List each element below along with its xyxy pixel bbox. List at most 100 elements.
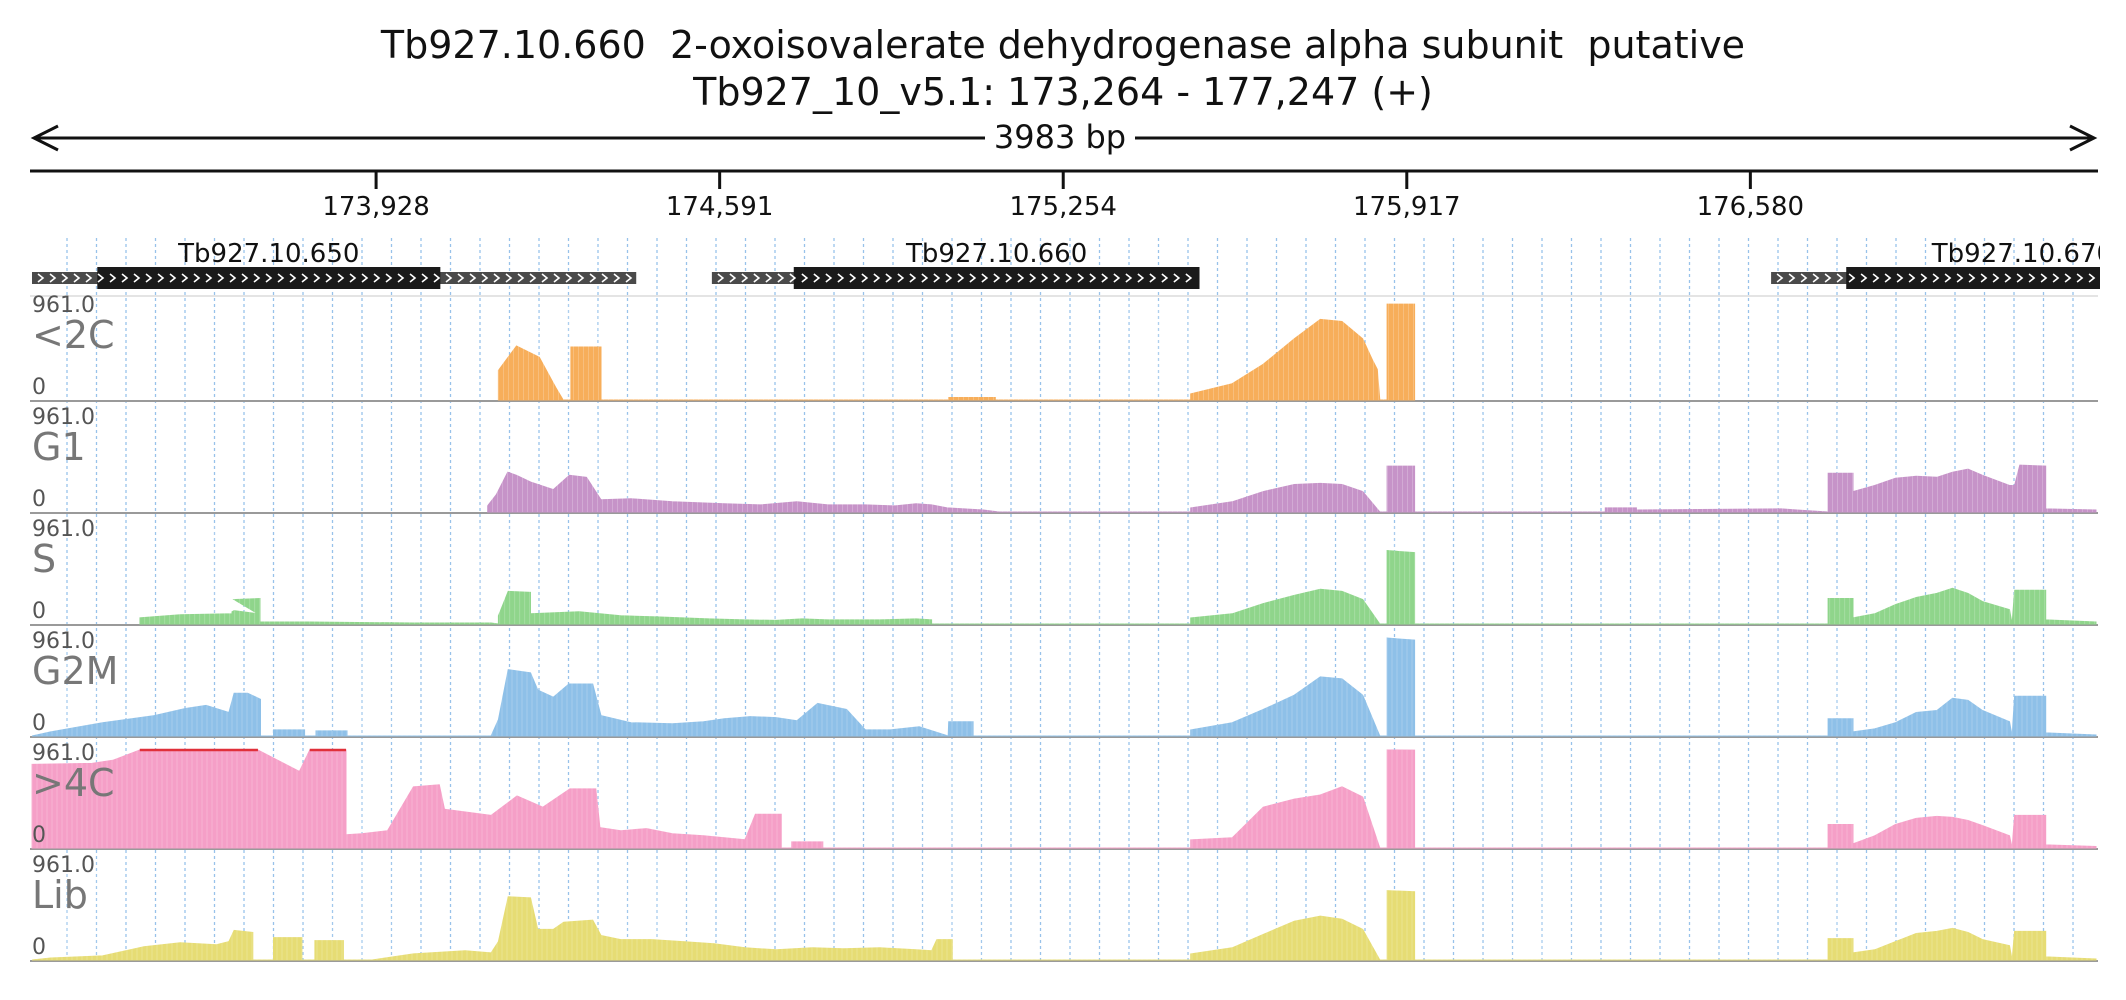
gene-model: Tb927.10.660	[711, 239, 1200, 289]
track-ymin-label: 0	[32, 599, 46, 624]
strand-arrow	[1956, 273, 1964, 283]
strand-arrow	[601, 273, 609, 283]
coverage-tracks: 961.00<2C961.00G1961.00S961.00G2M961.00>…	[30, 293, 2098, 962]
strand-arrow	[1848, 273, 1856, 283]
strand-arrow	[1089, 273, 1097, 283]
strand-arrow	[1908, 273, 1916, 283]
coverage-track: 961.0 0 Lib	[30, 853, 2098, 962]
strand-arrow	[133, 273, 141, 283]
title-block: Tb927.10.660 2-oxoisovalerate dehydrogen…	[0, 22, 2126, 116]
coverage-area	[497, 303, 1416, 401]
strand-arrow	[837, 273, 845, 283]
ruler-tick-label: 173,928	[322, 192, 430, 222]
strand-arrow	[85, 273, 93, 283]
strand-arrow	[813, 273, 821, 283]
track-name: G1	[32, 425, 86, 469]
strand-arrow	[801, 273, 809, 283]
track-name: <2C	[32, 313, 115, 357]
strand-arrow	[933, 273, 941, 283]
strand-arrow	[1872, 273, 1880, 283]
strand-arrow	[1896, 273, 1904, 283]
gene-model: Tb927.10.670	[1771, 239, 2113, 289]
strand-arrow	[469, 273, 477, 283]
strand-arrow	[205, 273, 213, 283]
strand-arrow	[1029, 273, 1037, 283]
strand-arrow	[505, 273, 513, 283]
coverage-track: 961.0 0 >4C	[30, 741, 2098, 850]
strand-arrow	[2088, 273, 2096, 283]
strand-arrow	[37, 273, 45, 283]
strand-arrow	[1149, 273, 1157, 283]
strand-arrow	[241, 273, 249, 283]
strand-arrow	[1836, 273, 1844, 283]
track-ymin-label: 0	[32, 711, 46, 736]
strand-arrow	[61, 273, 69, 283]
gene-cds	[97, 267, 441, 289]
strand-arrow	[1137, 273, 1145, 283]
strand-arrow	[1185, 273, 1193, 283]
strand-arrow	[897, 273, 905, 283]
strand-arrow	[1173, 273, 1181, 283]
strand-arrow	[169, 273, 177, 283]
strand-arrow	[1788, 273, 1796, 283]
strand-arrow	[493, 273, 501, 283]
strand-arrow	[741, 273, 749, 283]
strand-arrow	[981, 273, 989, 283]
strand-arrow	[2076, 273, 2084, 283]
strand-arrow	[457, 273, 465, 283]
coverage-track: 961.0 0 G2M	[30, 629, 2098, 738]
ruler-tick-label: 175,917	[1353, 192, 1461, 222]
strand-arrow	[265, 273, 273, 283]
strand-arrow	[289, 273, 297, 283]
coverage-track: 961.0 0 <2C	[30, 293, 2098, 402]
strand-arrow	[1017, 273, 1025, 283]
gene-label: Tb927.10.670	[1931, 239, 2113, 269]
strand-arrow	[1932, 273, 1940, 283]
strand-arrow	[1812, 273, 1820, 283]
strand-arrow	[2040, 273, 2048, 283]
ruler-ticks: 173,928 174,591 175,254 175,917 176,580	[322, 171, 1804, 222]
strand-arrow	[433, 273, 441, 283]
strand-arrow	[909, 273, 917, 283]
strand-arrow	[2004, 273, 2012, 283]
strand-arrow	[229, 273, 237, 283]
strand-arrow	[1824, 273, 1832, 283]
coverage-area	[31, 749, 2097, 849]
gene-models-track: Tb927.10.650 Tb927.10.660 Tb927.10.670	[32, 239, 2113, 289]
strand-arrow	[349, 273, 357, 283]
strand-arrow	[1776, 273, 1784, 283]
strand-arrow	[1113, 273, 1121, 283]
strand-arrow	[577, 273, 585, 283]
strand-arrow	[553, 273, 561, 283]
strand-arrow	[1005, 273, 1013, 283]
strand-arrow	[277, 273, 285, 283]
ruler-tick-label: 176,580	[1697, 192, 1805, 222]
track-ymax-label: 961.0	[32, 741, 95, 766]
strand-arrow	[873, 273, 881, 283]
track-name: >4C	[32, 761, 115, 805]
strand-arrow	[145, 273, 153, 283]
ruler-tick-label: 174,591	[666, 192, 774, 222]
genomic-location: Tb927_10_v5.1: 173,264 - 177,247 (+)	[693, 70, 1433, 114]
strand-arrow	[373, 273, 381, 283]
strand-arrow	[1800, 273, 1808, 283]
strand-arrow	[1920, 273, 1928, 283]
track-ymax-label: 961.0	[32, 629, 95, 654]
strand-arrow	[181, 273, 189, 283]
strand-arrow	[73, 273, 81, 283]
strand-arrow	[1944, 273, 1952, 283]
strand-arrow	[1065, 273, 1073, 283]
strand-arrow	[337, 273, 345, 283]
strand-arrow	[529, 273, 537, 283]
track-ymax-label: 961.0	[32, 405, 95, 430]
strand-arrow	[825, 273, 833, 283]
strand-arrow	[193, 273, 201, 283]
strand-arrow	[409, 273, 417, 283]
strand-arrow	[1125, 273, 1133, 283]
strand-arrow	[969, 273, 977, 283]
strand-arrow	[121, 273, 129, 283]
strand-arrow	[945, 273, 953, 283]
strand-arrow	[217, 273, 225, 283]
strand-arrow	[313, 273, 321, 283]
